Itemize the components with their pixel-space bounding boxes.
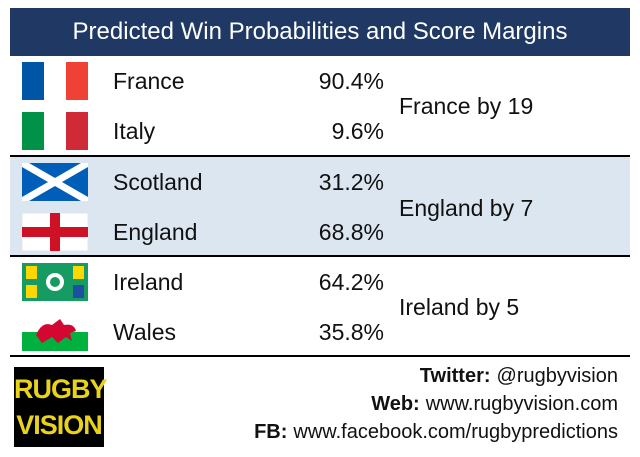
team-name: Italy [113, 118, 156, 144]
flag-ireland [22, 263, 88, 301]
team-name: France [113, 68, 185, 94]
flag-scotland [22, 163, 88, 201]
team-name: Scotland [113, 169, 203, 195]
footer-value: www.rugbyvision.com [425, 393, 618, 415]
footer-fb: FB: www.facebook.com/rugbypredictions [254, 419, 618, 445]
footer-label: Web: [371, 393, 420, 415]
team-probability: 64.2% [318, 269, 384, 295]
flag-france [22, 62, 88, 100]
footer-label: Twitter: [419, 365, 491, 387]
team-probability: 9.6% [331, 118, 384, 144]
flag-wales [22, 313, 88, 351]
footer-value: www.facebook.com/rugbypredictions [293, 421, 618, 443]
score-margin: France by 19 [399, 93, 534, 119]
footer-label: FB: [254, 421, 288, 443]
match-group: Ireland 64.2% Wales 35.8% Ireland by 5 [10, 257, 630, 355]
footer-twitter: Twitter: @rugbyvision [420, 363, 618, 389]
team-name: England [113, 219, 198, 245]
team-probability: 35.8% [318, 319, 384, 345]
team-probability: 68.8% [318, 219, 384, 245]
footer-web: Web: www.rugbyvision.com [371, 391, 618, 417]
team-name: Wales [113, 319, 177, 345]
score-margin: England by 7 [399, 195, 534, 221]
team-name: Ireland [113, 269, 184, 295]
match-group: France 90.4% Italy 9.6% France by 19 [10, 58, 630, 156]
score-margin: Ireland by 5 [399, 294, 520, 320]
team-probability: 31.2% [318, 169, 384, 195]
header-title: Predicted Win Probabilities and Score Ma… [10, 8, 630, 56]
logo-line: VISION [16, 410, 103, 440]
separator [10, 255, 630, 257]
team-probability: 90.4% [318, 68, 384, 94]
flag-england [22, 213, 88, 251]
separator [10, 155, 630, 157]
separator [10, 355, 630, 357]
footer-value: @rugbyvision [496, 365, 618, 387]
logo-line: RUGBY [14, 374, 108, 404]
match-group: Scotland 31.2% England 68.8% England by … [10, 157, 630, 255]
logo: RUGBY VISION [14, 367, 108, 447]
flag-italy [22, 112, 88, 150]
